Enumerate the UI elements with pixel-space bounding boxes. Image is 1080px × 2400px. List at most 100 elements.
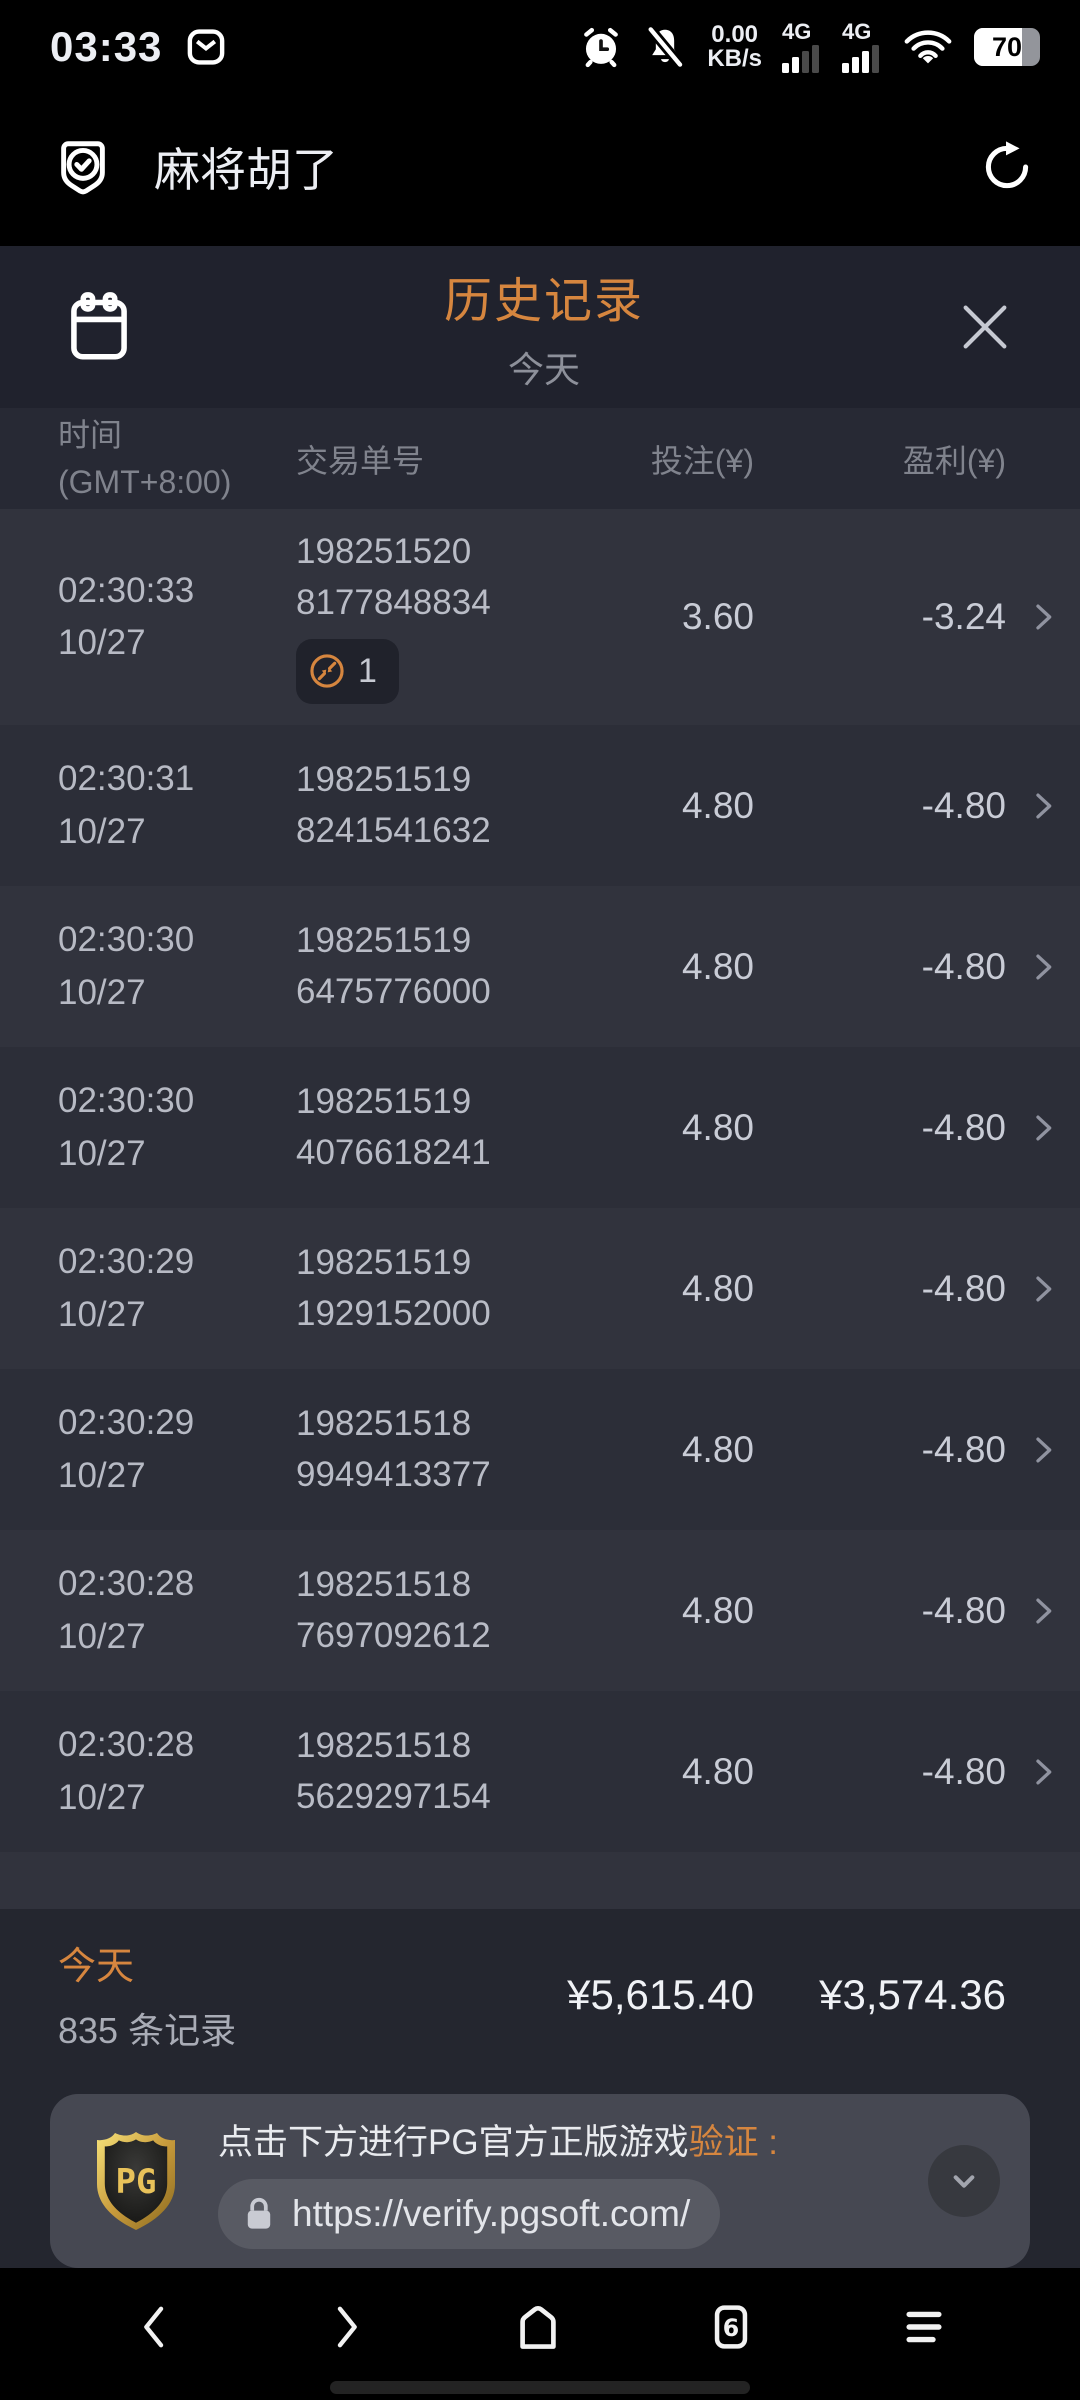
header-profit: 盈利(¥) xyxy=(902,442,1006,479)
row-profit: -4.80 xyxy=(921,1267,1006,1309)
chevron-right-icon xyxy=(1023,1752,1063,1792)
row-bet: 4.80 xyxy=(681,1267,754,1309)
nav-tabs-button[interactable]: 6 xyxy=(704,2300,758,2354)
lock-icon xyxy=(242,2195,276,2233)
header-bet: 投注(¥) xyxy=(650,442,754,479)
table-row[interactable]: 02:30:28 10/27 198251518 5629297154 4.80… xyxy=(0,1691,1080,1853)
header-transaction: 交易单号 xyxy=(296,442,425,479)
status-time: 03:33 xyxy=(50,23,163,70)
summary-row: 今天 835 条记录 ¥5,615.40 ¥3,574.36 xyxy=(0,1909,1080,2054)
free-rounds-badge: 1 xyxy=(296,638,399,704)
row-transaction-id: 198251518 9949413377 xyxy=(296,1403,491,1494)
table-row[interactable]: 02:30:29 10/27 198251519 1929152000 4.80… xyxy=(0,1208,1080,1370)
row-time: 02:30:30 10/27 xyxy=(58,920,195,1012)
table-row[interactable]: 02:30:31 10/27 198251519 8241541632 4.80… xyxy=(0,725,1080,887)
history-panel: 历史记录 今天 时间 (GMT+8:00) 交易单号 投注(¥) 盈利(¥) 0… xyxy=(0,246,1080,2268)
nav-home-button[interactable] xyxy=(510,2299,566,2355)
verify-url-button[interactable]: https://verify.pgsoft.com/ xyxy=(218,2178,721,2249)
notifications-off-icon xyxy=(643,25,687,69)
status-bar: 03:33 xyxy=(0,0,1080,88)
row-transaction-id: 198251519 6475776000 xyxy=(296,920,491,1011)
chevron-right-icon xyxy=(1023,597,1063,637)
row-bet: 4.80 xyxy=(681,1428,754,1470)
table-row[interactable]: 02:30:33 10/27 198251520 8177848834 1 3.… xyxy=(0,509,1080,726)
chevron-right-icon xyxy=(1023,1430,1063,1470)
summary-period: 今天 xyxy=(58,1946,135,1988)
row-transaction-id: 198251519 8241541632 xyxy=(296,759,491,850)
refresh-button[interactable] xyxy=(978,138,1036,196)
row-profit: -4.80 xyxy=(921,945,1006,987)
table-header: 时间 (GMT+8:00) 交易单号 投注(¥) 盈利(¥) xyxy=(0,407,1080,510)
row-bet: 4.80 xyxy=(681,784,754,826)
row-transaction-id: 198251519 4076618241 xyxy=(296,1081,491,1172)
battery-icon: 70 xyxy=(974,28,1040,66)
signal-sim2-icon: 4G xyxy=(842,21,882,73)
calendar-button[interactable] xyxy=(64,288,134,366)
signal-sim1-icon: 4G xyxy=(782,21,822,73)
row-transaction-id: 198251519 1929152000 xyxy=(296,1242,491,1333)
message-icon xyxy=(184,25,228,69)
history-title: 历史记录 xyxy=(443,274,644,328)
nav-back-button[interactable] xyxy=(129,2301,181,2353)
home-indicator[interactable] xyxy=(330,2381,750,2394)
network-speed: 0.00 KB/s xyxy=(707,20,762,72)
row-profit: -4.80 xyxy=(921,784,1006,826)
row-time: 02:30:33 10/27 xyxy=(58,570,195,663)
pg-shield-logo: PG xyxy=(88,2127,184,2235)
free-rounds-icon xyxy=(306,650,348,692)
pg-verify-bar: PG 点击下方进行PG官方正版游戏验证 : ht xyxy=(50,2094,1030,2268)
history-subtitle: 今天 xyxy=(507,348,580,390)
table-row[interactable]: 02:30:28 10/27 198251518 7697092612 4.80… xyxy=(0,1530,1080,1692)
row-time: 02:30:31 10/27 xyxy=(58,759,195,851)
nav-menu-button[interactable] xyxy=(897,2300,951,2354)
nav-forward-button[interactable] xyxy=(320,2301,372,2353)
verify-url: https://verify.pgsoft.com/ xyxy=(292,2192,691,2234)
history-footer: 今天 835 条记录 ¥5,615.40 ¥3,574.36 xyxy=(0,1909,1080,2268)
row-transaction-id: 198251518 5629297154 xyxy=(296,1725,491,1816)
svg-text:PG: PG xyxy=(116,2162,157,2202)
row-profit: -4.80 xyxy=(921,1750,1006,1792)
table-row[interactable]: 02:30:29 10/27 198251518 9949413377 4.80… xyxy=(0,1369,1080,1531)
row-bet: 4.80 xyxy=(681,1589,754,1631)
gap-strip xyxy=(0,1852,1080,1909)
row-profit: -3.24 xyxy=(921,596,1006,638)
page-title: 麻将胡了 xyxy=(154,144,338,196)
summary-total-profit: ¥3,574.36 xyxy=(819,1970,1006,2018)
alarm-icon xyxy=(579,25,623,69)
row-time: 02:30:28 10/27 xyxy=(58,1725,195,1817)
history-rows: 02:30:33 10/27 198251520 8177848834 1 3.… xyxy=(0,509,1080,1853)
row-bet: 4.80 xyxy=(681,1106,754,1148)
row-bet: 4.80 xyxy=(681,1750,754,1792)
verify-prompt: 点击下方进行PG官方正版游戏验证 : xyxy=(218,2122,779,2162)
verified-shield-icon xyxy=(52,136,114,198)
wifi-icon xyxy=(902,25,954,69)
row-time: 02:30:29 10/27 xyxy=(58,1403,195,1495)
row-profit: -4.80 xyxy=(921,1589,1006,1631)
chevron-right-icon xyxy=(1023,1108,1063,1148)
chevron-right-icon xyxy=(1023,786,1063,826)
row-profit: -4.80 xyxy=(921,1106,1006,1148)
table-row[interactable]: 02:30:30 10/27 198251519 6475776000 4.80… xyxy=(0,886,1080,1048)
row-time: 02:30:30 10/27 xyxy=(58,1081,195,1173)
row-transaction-id: 198251518 7697092612 xyxy=(296,1564,491,1655)
row-time: 02:30:29 10/27 xyxy=(58,1242,195,1334)
summary-total-bet: ¥5,615.40 xyxy=(567,1970,754,2018)
row-profit: -4.80 xyxy=(921,1428,1006,1470)
tabs-count: 6 xyxy=(723,2314,739,2342)
close-button[interactable] xyxy=(954,296,1016,358)
header-time: 时间 (GMT+8:00) xyxy=(58,417,232,500)
app-bar: 麻将胡了 xyxy=(0,88,1080,246)
chevron-right-icon xyxy=(1023,1269,1063,1309)
row-bet: 4.80 xyxy=(681,945,754,987)
history-header: 历史记录 今天 xyxy=(0,246,1080,408)
row-transaction-id: 198251520 8177848834 1 xyxy=(296,527,632,707)
summary-count: 835 条记录 xyxy=(58,2010,237,2051)
chevron-right-icon xyxy=(1023,1591,1063,1631)
chevron-right-icon xyxy=(1023,947,1063,987)
table-row[interactable]: 02:30:30 10/27 198251519 4076618241 4.80… xyxy=(0,1047,1080,1209)
browser-nav-bar: 6 xyxy=(0,2268,1080,2400)
collapse-verify-button[interactable] xyxy=(928,2145,1000,2217)
row-bet: 3.60 xyxy=(681,596,754,638)
row-time: 02:30:28 10/27 xyxy=(58,1564,195,1656)
